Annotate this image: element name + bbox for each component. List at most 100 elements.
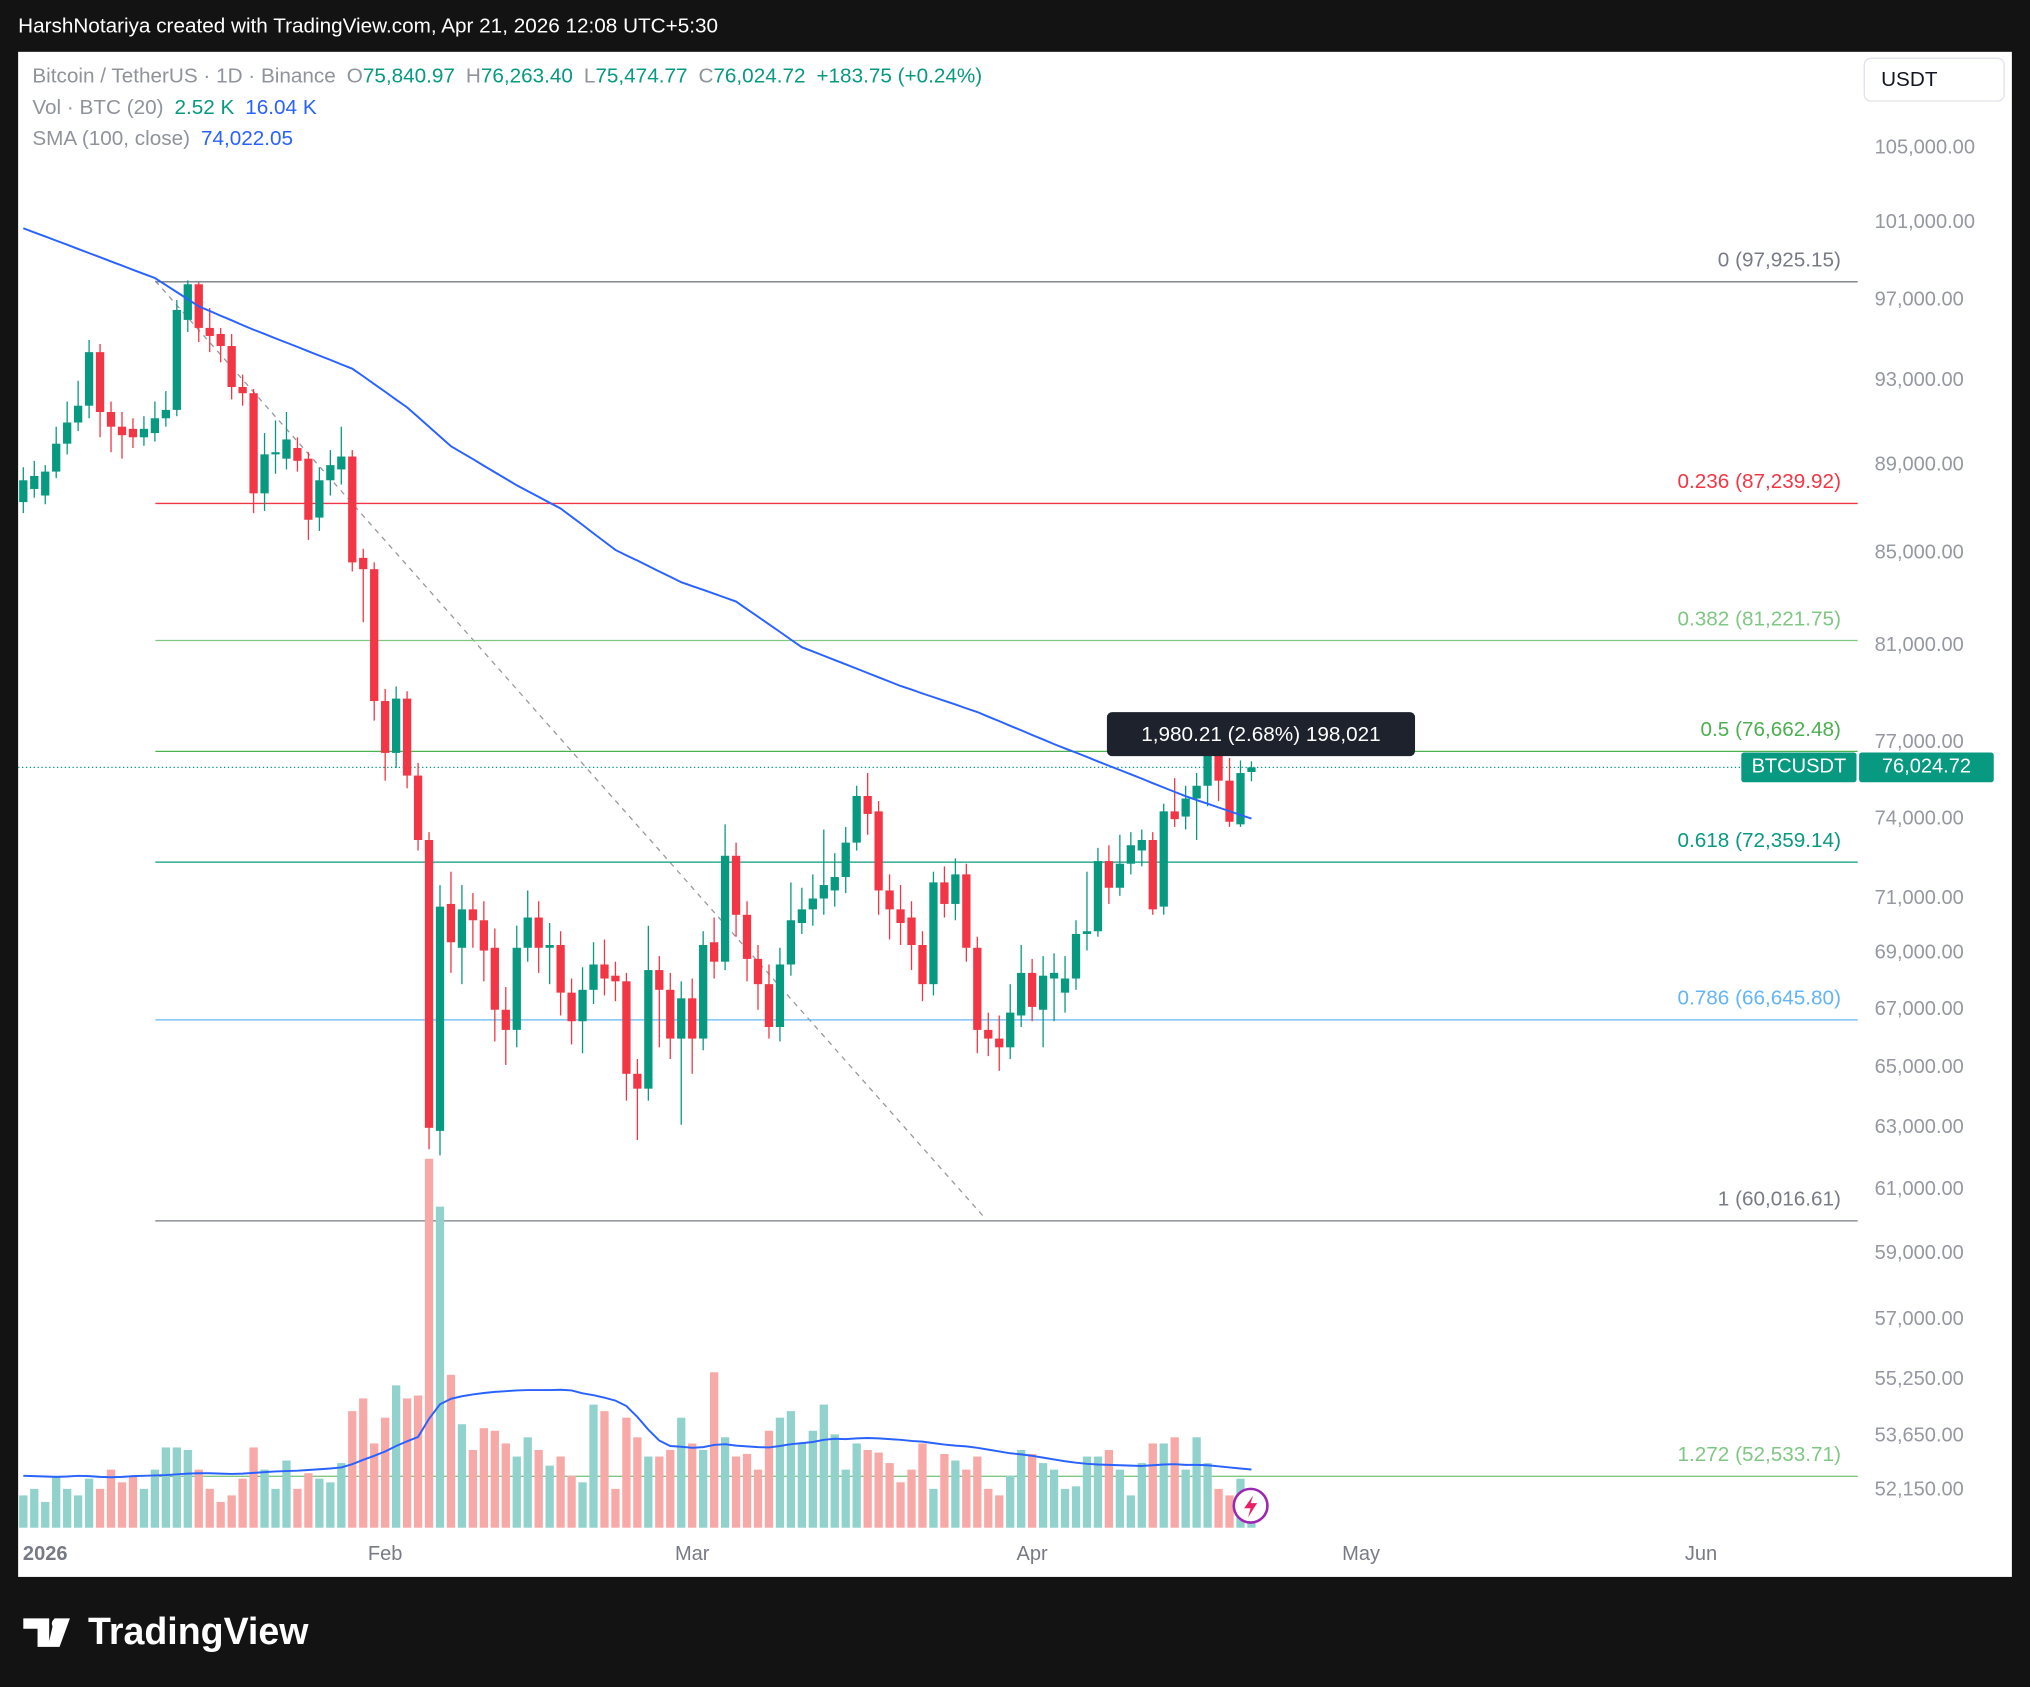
- volume-bar: [1148, 1443, 1157, 1528]
- volume-bar: [172, 1447, 181, 1528]
- legend-line: Vol · BTC (20) 2.52 K 16.04 K: [32, 96, 316, 119]
- candle-body: [677, 998, 686, 1039]
- volume-bar: [611, 1488, 620, 1528]
- candle-body: [216, 333, 225, 347]
- fib-level-label: 0.382 (81,221.75): [1678, 607, 1841, 630]
- volume-bar: [501, 1443, 510, 1528]
- candle-body: [479, 920, 489, 951]
- x-tick-label: Feb: [368, 1543, 403, 1565]
- volume-bar: [1006, 1475, 1015, 1528]
- volume-bar: [589, 1404, 598, 1528]
- candle-body: [655, 970, 664, 990]
- candle-body: [304, 458, 313, 520]
- candle-body: [468, 909, 478, 921]
- candle-body: [775, 964, 785, 1028]
- volume-bar: [512, 1456, 521, 1528]
- volume-bar: [962, 1469, 971, 1528]
- volume-bar: [1049, 1469, 1059, 1528]
- legend-key: O: [347, 65, 363, 88]
- volume-bar: [688, 1443, 697, 1528]
- volume-bar: [841, 1469, 850, 1528]
- volume-bar: [139, 1488, 149, 1528]
- legend-value: 75,840.97: [363, 65, 455, 88]
- volume-bar: [808, 1430, 817, 1528]
- volume-bar: [1104, 1450, 1114, 1528]
- legend-key: L: [584, 65, 596, 88]
- currency-button[interactable]: [1863, 57, 2005, 102]
- measure-tooltip-text: 1,980.21 (2.68%) 198,021: [1141, 723, 1380, 746]
- volume-bar: [677, 1417, 686, 1528]
- volume-bar: [885, 1463, 894, 1528]
- sma-line: [22, 227, 1252, 820]
- candle-body: [666, 989, 675, 1039]
- candle-body: [1027, 972, 1037, 1007]
- candle-body: [885, 890, 894, 910]
- volume-bar: [84, 1478, 94, 1528]
- volume-bar: [183, 1450, 192, 1528]
- brand-logo-dot: [51, 1618, 63, 1629]
- volume-bar: [874, 1452, 883, 1528]
- candle-body: [940, 882, 949, 904]
- candle-body: [41, 471, 50, 496]
- volume-bar: [786, 1411, 796, 1528]
- candle-body: [951, 874, 960, 904]
- candle-body: [172, 309, 181, 410]
- candle-body: [622, 981, 631, 1074]
- fib-level-label: 1.272 (52,533.71): [1678, 1443, 1841, 1466]
- volume-bar: [260, 1469, 269, 1528]
- candle-body: [1049, 972, 1059, 979]
- candle-body: [512, 947, 521, 1030]
- candle-body: [1225, 780, 1234, 822]
- volume-bar: [457, 1424, 467, 1528]
- fib-level-label: 0.786 (66,645.80): [1678, 987, 1841, 1010]
- header: HarshNotariya created with TradingView.c…: [18, 15, 718, 38]
- candle-body: [139, 428, 149, 438]
- volume-bar: [249, 1447, 258, 1528]
- volume-bar: [567, 1475, 576, 1528]
- y-tick-label: 67,000.00: [1875, 998, 1964, 1020]
- volume-bar: [863, 1450, 872, 1528]
- candle-body: [644, 970, 653, 1089]
- symbol-label: BTCUSDT: [1752, 756, 1847, 778]
- measure-tooltip: [1106, 712, 1416, 757]
- candle-body: [315, 480, 324, 518]
- legend-volume-value: 2.52 K: [174, 96, 234, 119]
- candle-body: [490, 947, 499, 1010]
- candle-body: [1159, 811, 1168, 907]
- plot-area: [18, 227, 1858, 1528]
- fib-trend-line: [154, 280, 985, 1218]
- volume-bar: [348, 1411, 357, 1528]
- candle-body: [611, 975, 620, 982]
- candle-body: [1082, 931, 1092, 934]
- candle-body: [249, 393, 258, 494]
- y-tick-label: 57,000.00: [1875, 1308, 1964, 1330]
- fib-level-label: 0.5 (76,662.48): [1701, 718, 1841, 741]
- chart-panel: [18, 51, 2012, 1577]
- candle-body: [764, 984, 774, 1028]
- volume-bar: [402, 1398, 412, 1528]
- volume-bar: [731, 1456, 741, 1528]
- volume-bar: [655, 1456, 664, 1528]
- volume-bar: [194, 1469, 203, 1528]
- candle-body: [1192, 785, 1201, 799]
- volume-bar: [556, 1456, 565, 1528]
- y-tick-label: 61,000.00: [1875, 1178, 1964, 1200]
- candle-body: [534, 917, 543, 948]
- volume-bar: [30, 1488, 39, 1528]
- volume-bar: [819, 1404, 828, 1528]
- candle-body: [688, 998, 697, 1039]
- candle-body: [984, 1029, 993, 1039]
- volume-bar: [523, 1437, 532, 1528]
- volume-bar: [1181, 1469, 1190, 1528]
- candle-body: [633, 1073, 642, 1089]
- candle-body: [1071, 933, 1081, 979]
- volume-bar: [699, 1450, 708, 1528]
- volume-bar: [293, 1488, 302, 1528]
- y-tick-label: 85,000.00: [1875, 542, 1964, 564]
- volume-bar: [128, 1475, 138, 1528]
- y-tick-label: 77,000.00: [1875, 731, 1964, 753]
- y-tick-label: 105,000.00: [1875, 136, 1975, 158]
- legend-sma-name: SMA (100, close): [32, 127, 190, 150]
- candle-body: [337, 456, 346, 470]
- candle-body: [359, 557, 368, 570]
